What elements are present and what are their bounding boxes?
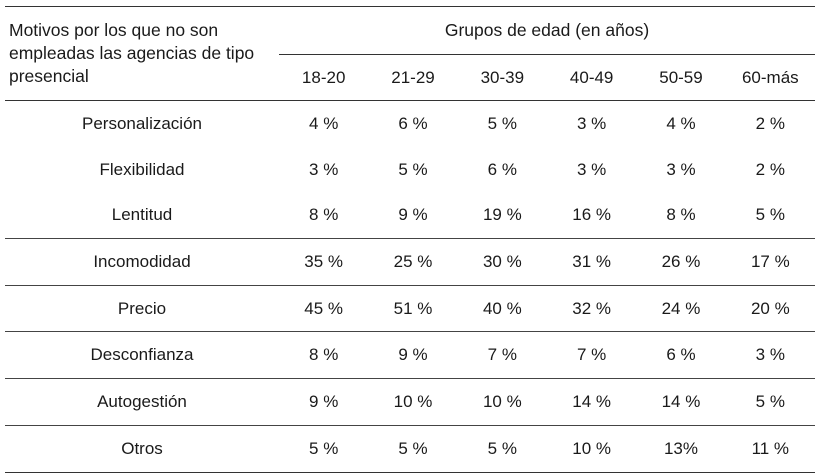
value-cell: 4 %	[309, 113, 339, 133]
value-cell: 6 %	[487, 159, 517, 179]
age-header: 60-más	[725, 54, 815, 101]
table-row: Desconfianza 8 % 9 % 7 % 7 % 6 % 3 %	[5, 331, 815, 379]
corner-header: Motivos por los que no son empleadas las…	[5, 6, 279, 101]
value-cell: 11 %	[725, 424, 815, 473]
value-cell: 2 %	[755, 113, 785, 133]
value-cell: 9 %	[368, 331, 458, 379]
value-cell: 5 %	[398, 159, 428, 179]
value-cell: 6 %	[636, 331, 726, 379]
motivo-label: Otros	[5, 424, 279, 473]
value-cell: 5 %	[457, 424, 547, 473]
value-cell: 20 %	[725, 284, 815, 332]
table-row: Personalización 4 % 6 % 5 % 3 % 4 % 2 %	[5, 101, 815, 147]
motivo-label: Incomodidad	[5, 238, 279, 286]
table-row: Lentitud 8 % 9 % 19 % 16 % 8 % 5 %	[5, 192, 815, 238]
value-cell: 10 %	[368, 378, 458, 426]
value-cell: 3 %	[666, 159, 696, 179]
value-cell: 4 %	[666, 113, 696, 133]
table-row: Incomodidad 35 % 25 % 30 % 31 % 26 % 17 …	[5, 238, 815, 286]
value-cell: 9 %	[398, 205, 428, 225]
value-cell: 35 %	[279, 238, 369, 286]
table-row: Flexibilidad 3 % 5 % 6 % 3 % 3 % 2 %	[5, 147, 815, 193]
age-header: 21-29	[368, 54, 458, 101]
value-cell: 3 %	[577, 159, 607, 179]
value-cell: 32 %	[546, 284, 637, 332]
table-row: Otros 5 % 5 % 5 % 10 % 13% 11 %	[5, 424, 815, 473]
value-cell: 26 %	[636, 238, 726, 286]
value-cell: 10 %	[457, 378, 547, 426]
value-cell: 3 %	[309, 159, 339, 179]
motivo-label: Autogestión	[5, 378, 279, 426]
table-row: Autogestión 9 % 10 % 10 % 14 % 14 % 5 %	[5, 378, 815, 426]
value-cell: 24 %	[636, 284, 726, 332]
value-cell: 6 %	[398, 113, 428, 133]
value-cell: 7 %	[457, 331, 547, 379]
motivo-label: Lentitud	[111, 205, 173, 225]
value-cell: 3 %	[577, 113, 607, 133]
value-cell: 30 %	[457, 238, 547, 286]
value-cell: 16 %	[572, 205, 612, 225]
value-cell: 9 %	[279, 378, 369, 426]
value-cell: 45 %	[279, 284, 369, 332]
value-cell: 5 %	[487, 113, 517, 133]
value-cell: 3 %	[725, 331, 815, 379]
age-header: 30-39	[457, 54, 547, 101]
motivo-label: Precio	[5, 284, 279, 332]
value-cell: 8 %	[666, 205, 696, 225]
table-row: Precio 45 % 51 % 40 % 32 % 24 % 20 %	[5, 284, 815, 332]
value-cell: 10 %	[546, 424, 637, 473]
value-cell: 13%	[636, 424, 726, 473]
value-cell: 14 %	[546, 378, 637, 426]
value-cell: 14 %	[636, 378, 726, 426]
group-header: Grupos de edad (en años)	[279, 6, 815, 55]
value-cell: 5 %	[368, 424, 458, 473]
age-header: 40-49	[546, 54, 637, 101]
motivos-table: Motivos por los que no son empleadas las…	[5, 6, 815, 473]
value-cell: 31 %	[546, 238, 637, 286]
motivo-label: Desconfianza	[5, 331, 279, 379]
value-cell: 51 %	[368, 284, 458, 332]
value-cell: 5 %	[755, 205, 785, 225]
motivo-label: Personalización	[81, 113, 202, 133]
value-cell: 8 %	[279, 331, 369, 379]
value-cell: 25 %	[368, 238, 458, 286]
value-cell: 2 %	[755, 159, 785, 179]
value-cell: 5 %	[279, 424, 369, 473]
value-cell: 17 %	[725, 238, 815, 286]
value-cell: 40 %	[457, 284, 547, 332]
age-header: 50-59	[636, 54, 726, 101]
value-cell: 7 %	[546, 331, 637, 379]
value-cell: 5 %	[725, 378, 815, 426]
motivo-label: Flexibilidad	[99, 159, 185, 179]
value-cell: 8 %	[309, 205, 339, 225]
age-header: 18-20	[279, 54, 369, 101]
value-cell: 19 %	[482, 205, 522, 225]
